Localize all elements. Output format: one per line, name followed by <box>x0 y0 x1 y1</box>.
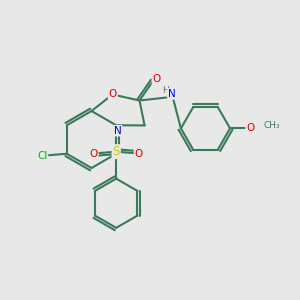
Text: N: N <box>168 89 176 99</box>
Text: O: O <box>109 89 117 99</box>
Text: CH₃: CH₃ <box>263 122 280 130</box>
Text: Cl: Cl <box>37 151 47 161</box>
Text: O: O <box>90 149 98 159</box>
Text: O: O <box>152 74 161 85</box>
Text: O: O <box>135 149 143 159</box>
Text: O: O <box>246 123 254 133</box>
Text: H: H <box>162 86 168 95</box>
Text: S: S <box>112 145 120 158</box>
Text: N: N <box>114 126 122 136</box>
